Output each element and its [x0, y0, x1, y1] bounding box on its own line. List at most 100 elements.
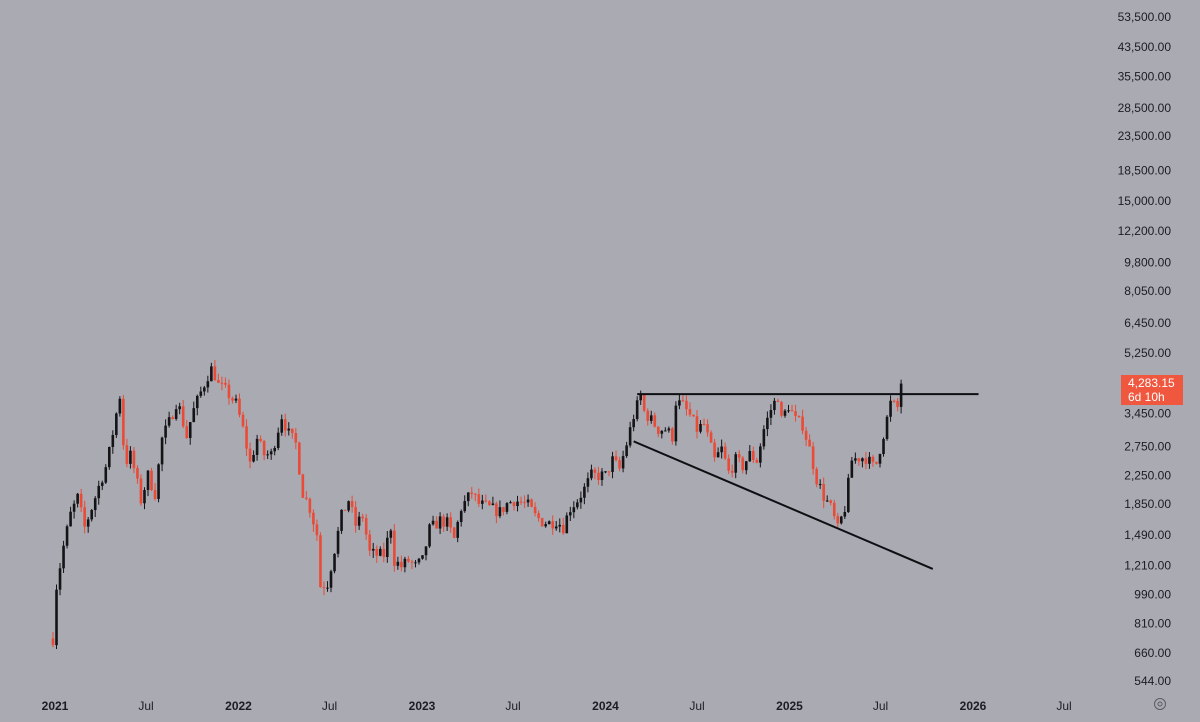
candle-body — [442, 516, 445, 527]
candle-body — [875, 461, 878, 464]
candle-body — [716, 452, 720, 458]
candle-body — [843, 512, 847, 517]
candle-body — [421, 555, 424, 559]
candle-body — [136, 468, 139, 479]
candle-body — [882, 438, 885, 455]
candle-body — [498, 507, 502, 517]
candle-body — [410, 561, 414, 563]
candle-body — [93, 498, 97, 511]
candle-body — [720, 446, 723, 453]
candle-body — [414, 562, 417, 564]
candle-body — [361, 516, 364, 519]
candle-body — [125, 445, 129, 464]
candle-body — [287, 428, 291, 431]
candle-body — [646, 410, 650, 421]
trendline-support[interactable] — [633, 440, 934, 570]
candle-body — [576, 502, 579, 508]
y-tick-label: 1,210.00 — [1124, 558, 1171, 572]
candle-body — [322, 587, 326, 589]
x-tick-label: 2026 — [960, 699, 987, 713]
candle-body — [364, 518, 368, 535]
candle-body — [449, 517, 452, 528]
candle-body — [129, 450, 132, 464]
candle-body — [685, 400, 688, 410]
candle-body — [752, 451, 755, 461]
candle-body — [192, 408, 196, 423]
candle-body — [618, 460, 621, 469]
candle-body — [649, 415, 653, 421]
candle-body — [551, 521, 555, 529]
candle-body — [445, 517, 449, 527]
candle-body — [273, 447, 276, 452]
candle-body — [347, 501, 350, 511]
candle-body — [600, 471, 604, 481]
candle-body — [473, 493, 477, 495]
candle-body — [825, 500, 829, 502]
candle-body — [590, 469, 593, 479]
price-axis[interactable]: 53,500.00 43,500.00 35,500.00 28,500.00 23,5… — [1118, 10, 1172, 688]
candle-body — [660, 430, 664, 434]
candle-body — [653, 415, 657, 427]
candle-body — [642, 394, 646, 411]
time-axis[interactable]: 2021 Jul 2022 Jul 2023 Jul 2024 Jul 2025 Jul 2026 J… — [42, 699, 1072, 713]
candle-body — [565, 515, 569, 534]
candle-body — [97, 485, 101, 499]
candle-body — [878, 454, 882, 464]
candle-body — [818, 484, 822, 486]
candle-body — [55, 589, 58, 646]
candle-body — [206, 381, 210, 388]
candle-body — [227, 384, 231, 399]
candle-body — [357, 516, 361, 526]
countdown-label: 6d 10h — [1128, 390, 1165, 404]
candle-body — [667, 428, 671, 431]
candle-body — [695, 416, 699, 432]
candle-body — [115, 413, 118, 436]
candle-body — [734, 454, 738, 473]
candle-body — [329, 571, 333, 588]
candle-body — [737, 454, 741, 458]
candle-body — [167, 417, 171, 426]
candle-body — [79, 493, 83, 508]
candle-body — [477, 494, 481, 504]
candle-body — [896, 400, 899, 407]
candle-body — [558, 524, 562, 527]
candle-body — [639, 394, 642, 401]
candle-body — [540, 518, 544, 527]
candle-body — [354, 507, 357, 526]
x-tick-label: Jul — [138, 699, 153, 713]
candle-body — [681, 400, 685, 402]
candle-body — [181, 406, 185, 427]
candle-body — [393, 530, 396, 566]
candle-body — [583, 486, 586, 498]
candle-body — [238, 398, 241, 415]
candle-body — [597, 472, 600, 481]
y-tick-label: 1,850.00 — [1124, 497, 1171, 511]
candle-body — [488, 501, 491, 506]
x-tick-label: 2021 — [42, 699, 69, 713]
candle-body — [111, 435, 115, 447]
settings-icon[interactable] — [1153, 697, 1167, 711]
candle-body — [671, 428, 674, 442]
candle-body — [621, 456, 625, 469]
candle-body — [428, 524, 431, 547]
candle-body — [234, 398, 238, 401]
candle-body — [854, 458, 857, 461]
candle-series — [51, 359, 903, 650]
candle-body — [262, 441, 266, 456]
candle-body — [547, 521, 551, 525]
candle-body — [107, 446, 111, 468]
candle-body — [298, 442, 301, 475]
candle-body — [519, 501, 523, 503]
y-tick-label: 18,500.00 — [1118, 164, 1172, 178]
candle-body — [396, 561, 400, 566]
candle-body — [780, 401, 783, 416]
candle-body — [593, 469, 597, 473]
candle-body — [801, 416, 804, 431]
candle-body — [62, 545, 65, 569]
candle-body — [607, 471, 611, 473]
candle-body — [220, 382, 224, 384]
candle-body — [294, 433, 298, 443]
candle-body — [526, 499, 530, 503]
